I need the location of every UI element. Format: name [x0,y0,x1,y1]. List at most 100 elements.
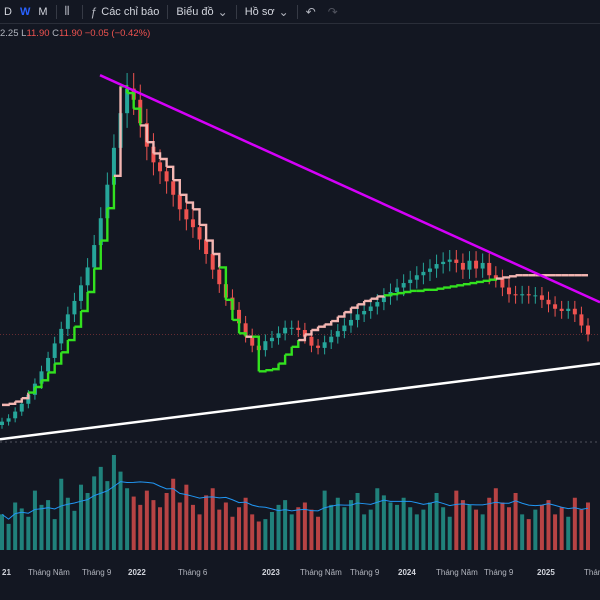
candle-body [375,302,380,307]
volume-bar [579,509,584,550]
trailing-stop-green [397,291,405,295]
volume-bar [177,502,182,550]
candle-body [250,335,255,346]
trailing-stop-green [127,91,135,109]
volume-bar [427,502,432,550]
interval-day-button[interactable]: D [4,5,12,18]
interval-week-button[interactable]: W [19,5,31,18]
candle-body [401,283,406,288]
trailing-stop-pink [2,403,10,407]
volume-bar [395,504,400,550]
undo-icon: ↶ [305,4,316,19]
volume-bar [197,514,202,550]
undo-button[interactable]: ↶ [302,1,324,23]
candle-body [177,194,182,210]
toolbar-divider [235,4,237,19]
trailing-stop-pink [350,304,359,309]
price-chart[interactable] [0,24,600,566]
volume-bar [217,509,222,550]
time-axis[interactable]: 21 Tháng Năm Tháng 9 2022 Tháng 6 2023 Tháng N… [0,566,600,580]
legend-change: −0.05 (−0.42%) [84,28,151,39]
volume-bar [164,493,169,550]
volume-bar [348,500,353,550]
candle-body [105,184,110,219]
candle-body [586,325,590,335]
trailing-stop-green [469,281,478,285]
volume-bar [454,490,459,550]
candle-body [164,171,169,182]
candle-body [520,294,525,296]
volume-bar [72,510,77,550]
trailing-stop-green [456,284,465,287]
trailing-stop-pink [153,152,162,159]
candle-body [59,328,64,344]
volume-bar [362,514,367,550]
candle-body [414,275,419,280]
candle-body [572,308,577,315]
volume-bar [125,488,130,550]
indicators-button[interactable]: ƒ Các chỉ báo [87,1,164,23]
redo-icon: ↷ [327,4,338,19]
volume-bar [572,497,577,550]
trailing-stop-green [291,340,300,348]
candle-body [98,218,103,246]
trailing-stop-pink [8,401,17,405]
volume-bar [539,504,544,550]
volume-ma-line [1,481,589,520]
chevron-down-icon: ⌄ [217,4,228,19]
trailing-stop-green [34,380,43,389]
volume-bar [39,504,44,550]
volume-bar [276,504,281,550]
candle-body [526,294,531,296]
trailing-stop-green [252,335,260,372]
trailing-stop-green [482,279,491,283]
candle-body [546,299,551,305]
trailing-stop-green [81,292,89,313]
trailing-stop-pink [357,300,366,306]
trailing-stop-green [265,369,274,372]
trailing-stop-pink [173,179,181,195]
volume-bar [151,500,156,550]
interval-month-button[interactable]: M [38,5,48,18]
trailing-stop-green [225,298,234,320]
trailing-stop-pink [344,307,353,314]
volume-bar [309,509,314,550]
volume-bar [526,519,531,550]
volume-bar [316,516,321,550]
volume-bar [210,488,215,550]
volume-bar [500,502,505,550]
candle-body [427,268,432,272]
volume-bar [237,507,242,550]
volume-bar [59,478,64,550]
time-axis-label: Tháng Năm [28,568,70,577]
volume-bar [19,508,24,550]
trailing-stop-green [54,352,63,365]
trailing-stop-pink [212,252,221,268]
volume-bar [329,504,334,550]
candle-body [289,327,294,329]
volume-bar [171,478,176,550]
volume-bar [184,484,189,550]
trailing-stop-pink [364,298,372,303]
time-axis-label: 21 [2,568,11,577]
candle-body [454,259,459,263]
chart-layout-button[interactable]: Biểu đồ ⌄ [172,1,231,23]
candle-body [559,308,564,311]
indicators-label: Các chỉ báo [101,5,160,18]
volume-bar [52,519,57,550]
candle-body [513,294,518,296]
candle-body [368,306,373,311]
redo-button[interactable]: ↷ [324,1,346,23]
legend-high: 2.25 [0,28,19,39]
volume-bar [434,493,439,550]
trailing-stop-green [285,346,293,356]
volume-bar [204,495,209,550]
candle-type-button[interactable]: ⫴ [61,1,78,23]
trailing-stop-pink [140,124,149,143]
candle-body [197,227,202,240]
volume-bar [190,504,195,550]
candle-body [65,314,70,329]
profile-button[interactable]: Hồ sơ ⌄ [241,1,293,23]
candle-body [408,279,413,284]
candle-body [184,209,189,220]
